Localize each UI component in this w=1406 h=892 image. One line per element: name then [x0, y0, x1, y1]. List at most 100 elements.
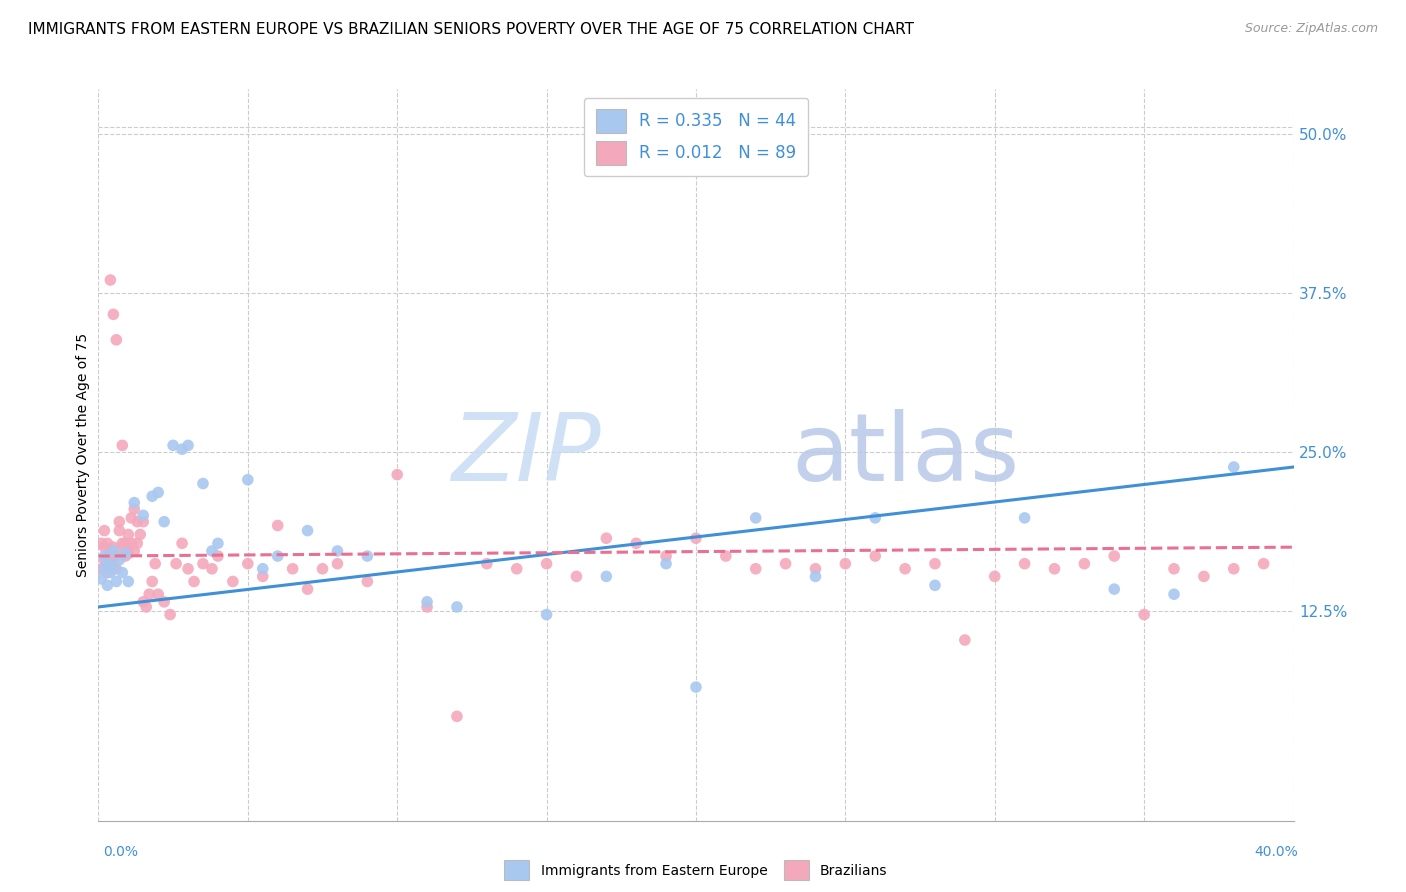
Point [114, 536, 136, 550]
Point [105, 333, 128, 347]
Text: Source: ZipAtlas.com: Source: ZipAtlas.com [1244, 22, 1378, 36]
Point [120, 511, 142, 525]
Point [1073, 557, 1095, 571]
Point [1014, 511, 1036, 525]
Point [96, 578, 118, 592]
Point [108, 524, 131, 538]
Point [356, 549, 378, 563]
Text: ZIP: ZIP [451, 409, 600, 500]
Point [236, 473, 259, 487]
Point [165, 557, 187, 571]
Point [416, 599, 439, 614]
Text: 0.0%: 0.0% [103, 845, 138, 859]
Point [326, 557, 349, 571]
Point [93, 540, 115, 554]
Point [745, 511, 768, 525]
Point [100, 273, 122, 287]
Point [90, 562, 112, 576]
Point [117, 527, 139, 541]
Point [103, 549, 125, 563]
Point [1104, 549, 1126, 563]
Point [177, 438, 200, 452]
Point [124, 495, 146, 509]
Point [132, 595, 155, 609]
Point [984, 569, 1007, 583]
Point [111, 438, 134, 452]
Point [100, 557, 122, 571]
Point [595, 531, 617, 545]
Point [105, 574, 128, 589]
Point [127, 536, 149, 550]
Point [132, 508, 155, 523]
Point [865, 511, 887, 525]
Point [100, 566, 122, 580]
Point [804, 562, 827, 576]
Point [207, 536, 229, 550]
Point [1192, 569, 1215, 583]
Point [1163, 587, 1185, 601]
Point [143, 557, 166, 571]
Point [775, 557, 797, 571]
Point [103, 544, 125, 558]
Point [117, 547, 139, 561]
Point [252, 569, 274, 583]
Point [129, 527, 152, 541]
Point [132, 515, 155, 529]
Point [222, 574, 245, 589]
Point [159, 607, 181, 622]
Point [297, 524, 319, 538]
Point [267, 549, 290, 563]
Point [924, 557, 946, 571]
Point [191, 557, 214, 571]
Point [506, 562, 529, 576]
Point [148, 485, 170, 500]
Point [120, 536, 142, 550]
Point [297, 582, 319, 596]
Point [96, 536, 118, 550]
Point [804, 569, 827, 583]
Point [93, 562, 115, 576]
Point [111, 540, 134, 554]
Text: IMMIGRANTS FROM EASTERN EUROPE VS BRAZILIAN SENIORS POVERTY OVER THE AGE OF 75 C: IMMIGRANTS FROM EASTERN EUROPE VS BRAZIL… [28, 22, 914, 37]
Point [201, 562, 224, 576]
Point [103, 559, 125, 574]
Point [96, 557, 118, 571]
Point [281, 562, 304, 576]
Point [153, 515, 176, 529]
Point [148, 587, 170, 601]
Point [745, 562, 768, 576]
Point [96, 549, 118, 563]
Point [172, 442, 194, 457]
Point [326, 544, 349, 558]
Point [93, 553, 115, 567]
Point [93, 524, 115, 538]
Point [834, 557, 856, 571]
Point [1133, 607, 1156, 622]
Point [124, 502, 146, 516]
Point [311, 562, 333, 576]
Point [172, 536, 194, 550]
Point [114, 547, 136, 561]
Point [894, 562, 917, 576]
Point [111, 566, 134, 580]
Point [924, 578, 946, 592]
Point [1104, 582, 1126, 596]
Point [201, 544, 224, 558]
Point [685, 680, 707, 694]
Text: atlas: atlas [792, 409, 1019, 501]
Point [714, 549, 737, 563]
Point [236, 557, 259, 571]
Point [865, 549, 887, 563]
Point [162, 438, 184, 452]
Point [124, 544, 146, 558]
Point [191, 476, 214, 491]
Point [416, 595, 439, 609]
Point [1043, 562, 1066, 576]
Point [446, 709, 468, 723]
Point [685, 531, 707, 545]
Point [655, 557, 678, 571]
Point [111, 536, 134, 550]
Point [565, 569, 588, 583]
Point [105, 562, 128, 576]
Point [1223, 562, 1246, 576]
